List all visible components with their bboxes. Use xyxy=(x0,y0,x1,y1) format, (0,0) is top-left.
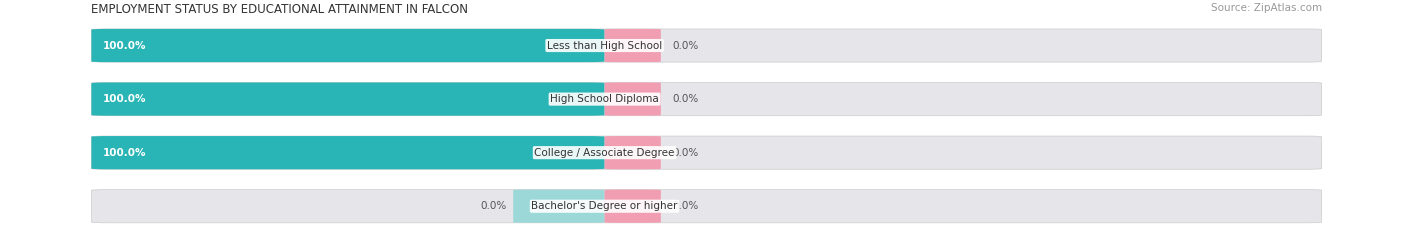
Text: 0.0%: 0.0% xyxy=(672,201,699,211)
FancyBboxPatch shape xyxy=(91,82,605,116)
Text: Source: ZipAtlas.com: Source: ZipAtlas.com xyxy=(1211,3,1322,13)
Text: Less than High School: Less than High School xyxy=(547,41,662,51)
FancyBboxPatch shape xyxy=(91,82,1322,116)
FancyBboxPatch shape xyxy=(91,136,1322,169)
FancyBboxPatch shape xyxy=(605,29,661,62)
FancyBboxPatch shape xyxy=(91,190,1322,223)
Text: College / Associate Degree: College / Associate Degree xyxy=(534,148,675,158)
FancyBboxPatch shape xyxy=(605,136,661,169)
Text: 100.0%: 100.0% xyxy=(103,41,146,51)
Text: EMPLOYMENT STATUS BY EDUCATIONAL ATTAINMENT IN FALCON: EMPLOYMENT STATUS BY EDUCATIONAL ATTAINM… xyxy=(91,3,468,16)
Text: 100.0%: 100.0% xyxy=(103,148,146,158)
Text: 0.0%: 0.0% xyxy=(672,148,699,158)
FancyBboxPatch shape xyxy=(513,190,605,223)
Text: 0.0%: 0.0% xyxy=(672,41,699,51)
FancyBboxPatch shape xyxy=(91,29,1322,62)
Text: 100.0%: 100.0% xyxy=(103,94,146,104)
FancyBboxPatch shape xyxy=(605,82,661,116)
FancyBboxPatch shape xyxy=(91,29,605,62)
FancyBboxPatch shape xyxy=(91,136,605,169)
Text: High School Diploma: High School Diploma xyxy=(550,94,659,104)
Text: 0.0%: 0.0% xyxy=(479,201,506,211)
Text: Bachelor's Degree or higher: Bachelor's Degree or higher xyxy=(531,201,678,211)
Text: 0.0%: 0.0% xyxy=(672,94,699,104)
FancyBboxPatch shape xyxy=(605,190,661,223)
